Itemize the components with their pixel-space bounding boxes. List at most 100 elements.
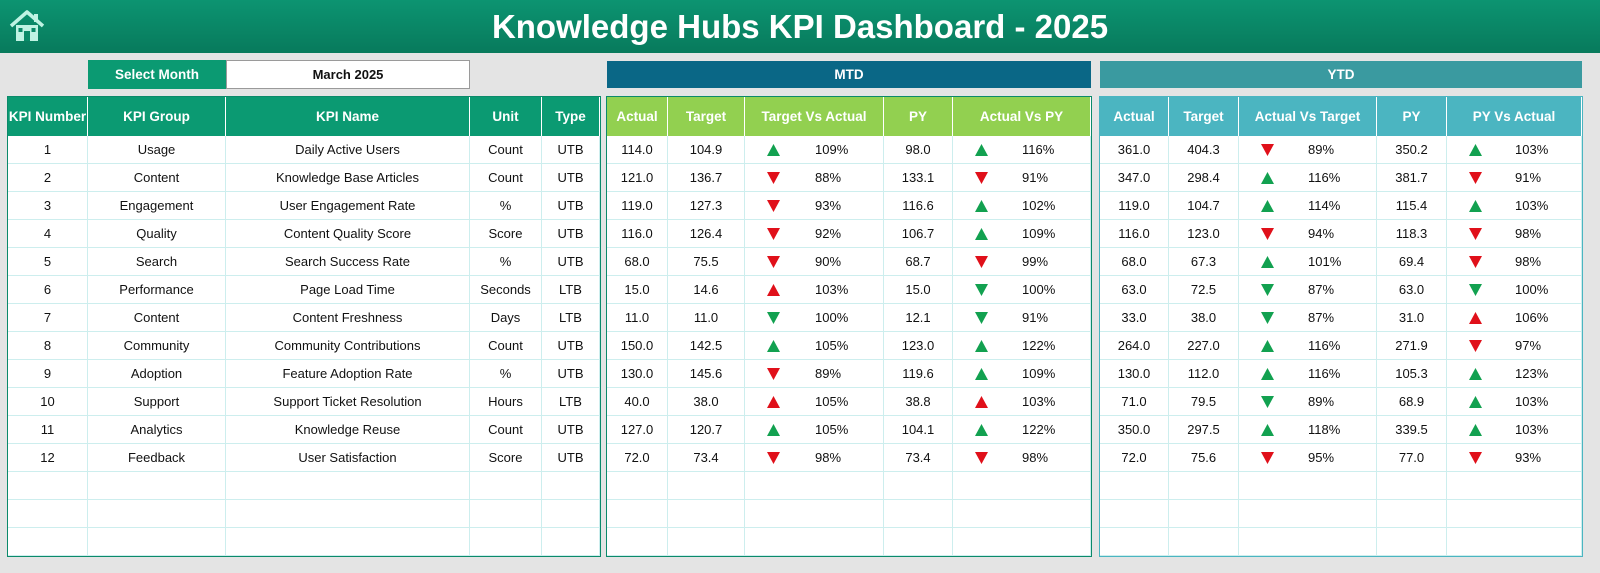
- arrow-shape: [1261, 144, 1274, 156]
- cell-text: 92%: [815, 226, 842, 241]
- table-cell: Content: [88, 164, 226, 192]
- cell-text: 145.6: [689, 366, 723, 381]
- cell-text: 97%: [1515, 338, 1542, 353]
- filter-value[interactable]: March 2025: [226, 60, 470, 89]
- cell-text: 123.0: [1187, 226, 1220, 241]
- cell-text: 12: [40, 450, 55, 465]
- cell-text: %: [499, 366, 512, 381]
- cell-text: 119.0: [621, 198, 653, 213]
- cell-text: 123.0: [901, 338, 935, 353]
- empty-cell: [884, 528, 953, 556]
- table-cell: User Satisfaction: [226, 444, 470, 472]
- table-cell: 90%: [745, 248, 884, 276]
- mtd-title: MTD: [607, 61, 1091, 88]
- cell-text: 89%: [1308, 142, 1335, 157]
- table-cell: 103%: [745, 276, 884, 304]
- arrow-shape: [1469, 172, 1482, 184]
- empty-cell: [745, 472, 884, 500]
- table-cell: Score: [470, 444, 542, 472]
- table-cell: 127.3: [668, 192, 745, 220]
- empty-cell: [1239, 500, 1377, 528]
- column-header: Target: [668, 97, 745, 136]
- empty-cell: [1169, 500, 1239, 528]
- cell-text: Seconds: [480, 282, 531, 297]
- cell-text: 98%: [1022, 450, 1049, 465]
- table-cell: 11.0: [607, 304, 668, 332]
- table-cell: 98%: [745, 444, 884, 472]
- cell-text: 75.5: [693, 254, 719, 269]
- cell-text: 6: [43, 282, 52, 297]
- table-cell: Analytics: [88, 416, 226, 444]
- table-cell: Community Contributions: [226, 332, 470, 360]
- empty-cell: [953, 472, 1091, 500]
- cell-text: Search: [135, 254, 178, 269]
- cell-text: 15.0: [624, 282, 650, 297]
- table-cell: Feature Adoption Rate: [226, 360, 470, 388]
- arrow-shape: [767, 312, 780, 324]
- table-cell: 68.0: [1100, 248, 1169, 276]
- cell-text: 106%: [1515, 310, 1549, 325]
- cell-text: 87%: [1308, 282, 1335, 297]
- column-header: Actual Vs PY: [953, 97, 1091, 136]
- table-cell: %: [470, 192, 542, 220]
- cell-text: 77.0: [1398, 450, 1425, 465]
- empty-cell: [607, 500, 668, 528]
- arrow-shape: [975, 312, 988, 324]
- table-cell: 63.0: [1100, 276, 1169, 304]
- table-cell: 15.0: [607, 276, 668, 304]
- arrow-up: [975, 340, 988, 352]
- table-cell: 105.3: [1377, 360, 1447, 388]
- column-header: Actual: [607, 97, 668, 136]
- table-cell: %: [470, 360, 542, 388]
- empty-cell: [88, 472, 226, 500]
- cell-text: 14.6: [693, 282, 719, 297]
- cell-text: 69.4: [1398, 254, 1425, 269]
- table-cell: 38.0: [668, 388, 745, 416]
- arrow-up: [767, 144, 780, 156]
- arrow-shape: [767, 144, 780, 156]
- table-cell: 123%: [1447, 360, 1582, 388]
- cell-text: 119.0: [1118, 198, 1150, 213]
- empty-cell: [1377, 500, 1447, 528]
- home-icon[interactable]: [8, 8, 46, 44]
- arrow-shape: [1469, 200, 1482, 212]
- empty-cell: [226, 472, 470, 500]
- table-cell: UTB: [542, 332, 600, 360]
- arrow-shape: [1261, 256, 1274, 268]
- cell-text: Daily Active Users: [295, 142, 400, 157]
- table-cell: 106%: [1447, 304, 1582, 332]
- cell-text: 1: [43, 142, 52, 157]
- table-cell: 104.7: [1169, 192, 1239, 220]
- table-cell: Engagement: [88, 192, 226, 220]
- cell-text: 104.9: [689, 142, 723, 157]
- empty-cell: [8, 472, 88, 500]
- arrow-down: [975, 452, 988, 464]
- arrow-up: [767, 340, 780, 352]
- empty-cell: [1169, 472, 1239, 500]
- cell-text: 99%: [1022, 254, 1049, 269]
- cell-text: Search Success Rate: [284, 254, 410, 269]
- arrow-shape: [1469, 396, 1482, 408]
- table-cell: 99%: [953, 248, 1091, 276]
- cell-text: UTB: [557, 254, 584, 269]
- table-cell: 69.4: [1377, 248, 1447, 276]
- cell-text: Community: [123, 338, 190, 353]
- cell-text: 8: [43, 338, 52, 353]
- arrow-up: [975, 424, 988, 436]
- arrow-shape: [975, 452, 988, 464]
- table-cell: Support: [88, 388, 226, 416]
- cell-text: User Satisfaction: [298, 450, 397, 465]
- cell-text: 100%: [1515, 282, 1549, 297]
- cell-text: 271.9: [1395, 338, 1428, 353]
- table-cell: 75.6: [1169, 444, 1239, 472]
- table-cell: 119.0: [607, 192, 668, 220]
- cell-text: 339.5: [1395, 422, 1428, 437]
- cell-text: 98%: [815, 450, 842, 465]
- table-cell: Count: [470, 416, 542, 444]
- cell-text: 12.1: [905, 310, 931, 325]
- arrow-shape: [975, 200, 988, 212]
- cell-text: 9: [43, 366, 52, 381]
- arrow-down: [1261, 228, 1274, 240]
- table-cell: 126.4: [668, 220, 745, 248]
